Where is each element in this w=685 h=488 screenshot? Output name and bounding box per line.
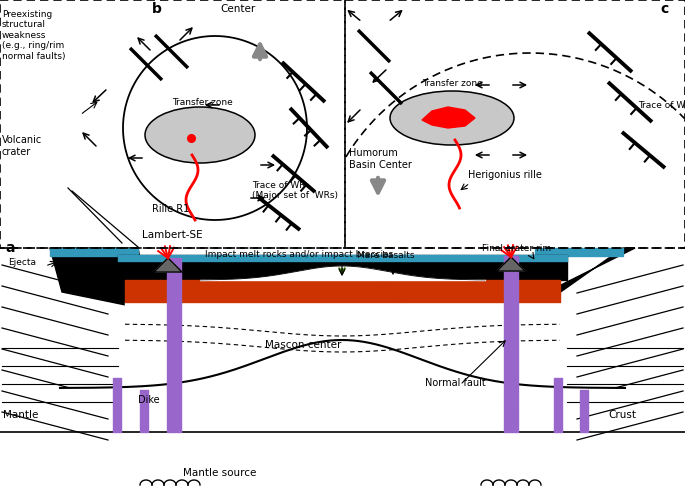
- Text: b: b: [152, 2, 162, 16]
- Text: Impact melt rocks and/or impact breccias: Impact melt rocks and/or impact breccias: [205, 250, 393, 259]
- Text: Preexisting
structural
weakness
(e.g., ring/rim
normal faults): Preexisting structural weakness (e.g., r…: [2, 10, 66, 61]
- Bar: [345, 0, 685, 248]
- Text: Trace of WR: Trace of WR: [638, 101, 685, 110]
- Polygon shape: [50, 248, 150, 310]
- Text: Mascon center: Mascon center: [265, 340, 341, 350]
- Text: Imbrium Basin
Center: Imbrium Basin Center: [200, 0, 276, 14]
- Text: Transfer zone: Transfer zone: [422, 79, 483, 88]
- Text: Mantle source: Mantle source: [183, 468, 256, 478]
- Text: Crust: Crust: [608, 410, 636, 420]
- Text: Herigonius rille: Herigonius rille: [468, 170, 542, 180]
- Text: Dike: Dike: [138, 395, 160, 405]
- Text: a: a: [5, 241, 14, 255]
- Bar: [0, 0, 345, 248]
- Ellipse shape: [145, 107, 255, 163]
- Text: Humorum
Basin Center: Humorum Basin Center: [349, 148, 412, 170]
- Polygon shape: [50, 248, 138, 256]
- Text: Mare basalts: Mare basalts: [357, 251, 414, 260]
- Text: Lambert-SE: Lambert-SE: [142, 230, 203, 240]
- Polygon shape: [154, 258, 182, 272]
- Text: Rille R1: Rille R1: [152, 204, 189, 214]
- Text: Mantle: Mantle: [3, 410, 38, 420]
- Polygon shape: [497, 257, 525, 271]
- Polygon shape: [535, 248, 635, 310]
- Text: Volcanic
crater: Volcanic crater: [2, 135, 42, 157]
- Text: c: c: [660, 2, 669, 16]
- Text: Ejecta: Ejecta: [8, 258, 36, 267]
- Ellipse shape: [390, 91, 514, 145]
- Bar: [0, 248, 685, 488]
- Text: Final crater rim: Final crater rim: [482, 244, 551, 253]
- Text: Normal fault: Normal fault: [425, 378, 486, 388]
- Polygon shape: [535, 248, 623, 256]
- Text: Transfer zone: Transfer zone: [172, 98, 233, 107]
- Polygon shape: [422, 107, 475, 128]
- Text: Trace of WR
(Major set of  WRs): Trace of WR (Major set of WRs): [252, 181, 338, 200]
